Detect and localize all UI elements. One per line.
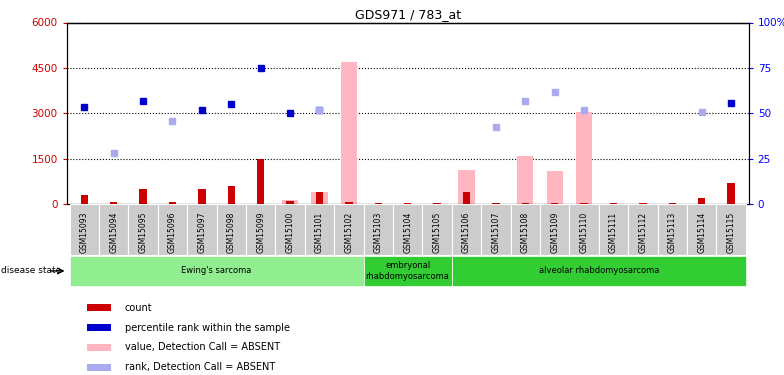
Text: GSM15098: GSM15098 [227, 212, 236, 254]
Text: GSM15106: GSM15106 [462, 212, 471, 254]
Bar [452, 204, 481, 255]
Bar [569, 204, 599, 255]
Bar [87, 344, 111, 351]
Text: GSM15113: GSM15113 [668, 212, 677, 253]
Text: GSM15096: GSM15096 [168, 212, 177, 254]
Text: GSM15104: GSM15104 [403, 212, 412, 254]
Text: GSM15097: GSM15097 [198, 212, 206, 254]
Bar [546, 171, 563, 204]
Bar [364, 256, 452, 286]
Bar [198, 189, 205, 204]
Bar [717, 204, 746, 255]
Text: GSM15103: GSM15103 [374, 212, 383, 254]
Bar [517, 156, 533, 204]
Text: GSM15094: GSM15094 [109, 212, 118, 254]
Bar [334, 204, 364, 255]
Text: GSM15105: GSM15105 [433, 212, 441, 254]
Bar [463, 192, 470, 204]
Text: GSM15095: GSM15095 [139, 212, 147, 254]
Text: count: count [125, 303, 152, 313]
Bar [687, 204, 717, 255]
Bar [510, 204, 540, 255]
Text: GSM15099: GSM15099 [256, 212, 265, 254]
Bar [305, 204, 334, 255]
Bar [70, 256, 364, 286]
Text: GSM15112: GSM15112 [638, 212, 648, 253]
Bar [140, 189, 147, 204]
Bar [87, 364, 111, 370]
Bar [698, 198, 706, 204]
Text: GSM15108: GSM15108 [521, 212, 530, 253]
Text: value, Detection Call = ABSENT: value, Detection Call = ABSENT [125, 342, 280, 352]
Bar [316, 192, 323, 204]
Bar [341, 62, 357, 204]
Bar [282, 200, 298, 204]
Bar [70, 204, 99, 255]
Text: alveolar rhabdomyosarcoma: alveolar rhabdomyosarcoma [539, 266, 659, 275]
Text: GSM15107: GSM15107 [492, 212, 500, 254]
Title: GDS971 / 783_at: GDS971 / 783_at [354, 8, 461, 21]
Bar [227, 186, 235, 204]
Text: GSM15102: GSM15102 [344, 212, 354, 253]
Bar [187, 204, 216, 255]
Bar [158, 204, 187, 255]
Bar [658, 204, 687, 255]
Text: GSM15093: GSM15093 [80, 212, 89, 254]
Bar [728, 183, 735, 204]
Text: GSM15115: GSM15115 [727, 212, 735, 253]
Text: Ewing's sarcoma: Ewing's sarcoma [181, 266, 252, 275]
Bar [275, 204, 305, 255]
Text: disease state: disease state [1, 266, 61, 275]
Text: percentile rank within the sample: percentile rank within the sample [125, 322, 289, 333]
Bar [110, 202, 118, 204]
Bar [393, 204, 423, 255]
Bar [216, 204, 246, 255]
Bar [286, 201, 294, 204]
Text: GSM15109: GSM15109 [550, 212, 559, 254]
Text: rank, Detection Call = ABSENT: rank, Detection Call = ABSENT [125, 362, 275, 372]
Text: embryonal
rhabdomyosarcoma: embryonal rhabdomyosarcoma [366, 261, 449, 280]
Text: GSM15111: GSM15111 [609, 212, 618, 253]
Bar [311, 192, 328, 204]
Bar [169, 202, 176, 204]
Bar [81, 195, 88, 204]
Bar [452, 256, 746, 286]
Bar [576, 112, 592, 204]
Bar [129, 204, 158, 255]
Bar [599, 204, 628, 255]
Bar [345, 202, 353, 204]
Text: GSM15100: GSM15100 [285, 212, 295, 254]
Bar [481, 204, 510, 255]
Text: GSM15114: GSM15114 [697, 212, 706, 253]
Bar [459, 170, 474, 204]
Bar [628, 204, 658, 255]
Bar [257, 159, 264, 204]
Bar [246, 204, 275, 255]
Text: GSM15101: GSM15101 [315, 212, 324, 253]
Bar [364, 204, 393, 255]
Bar [423, 204, 452, 255]
Bar [99, 204, 129, 255]
Bar [87, 304, 111, 311]
Text: GSM15110: GSM15110 [579, 212, 589, 253]
Bar [540, 204, 569, 255]
Bar [87, 324, 111, 331]
